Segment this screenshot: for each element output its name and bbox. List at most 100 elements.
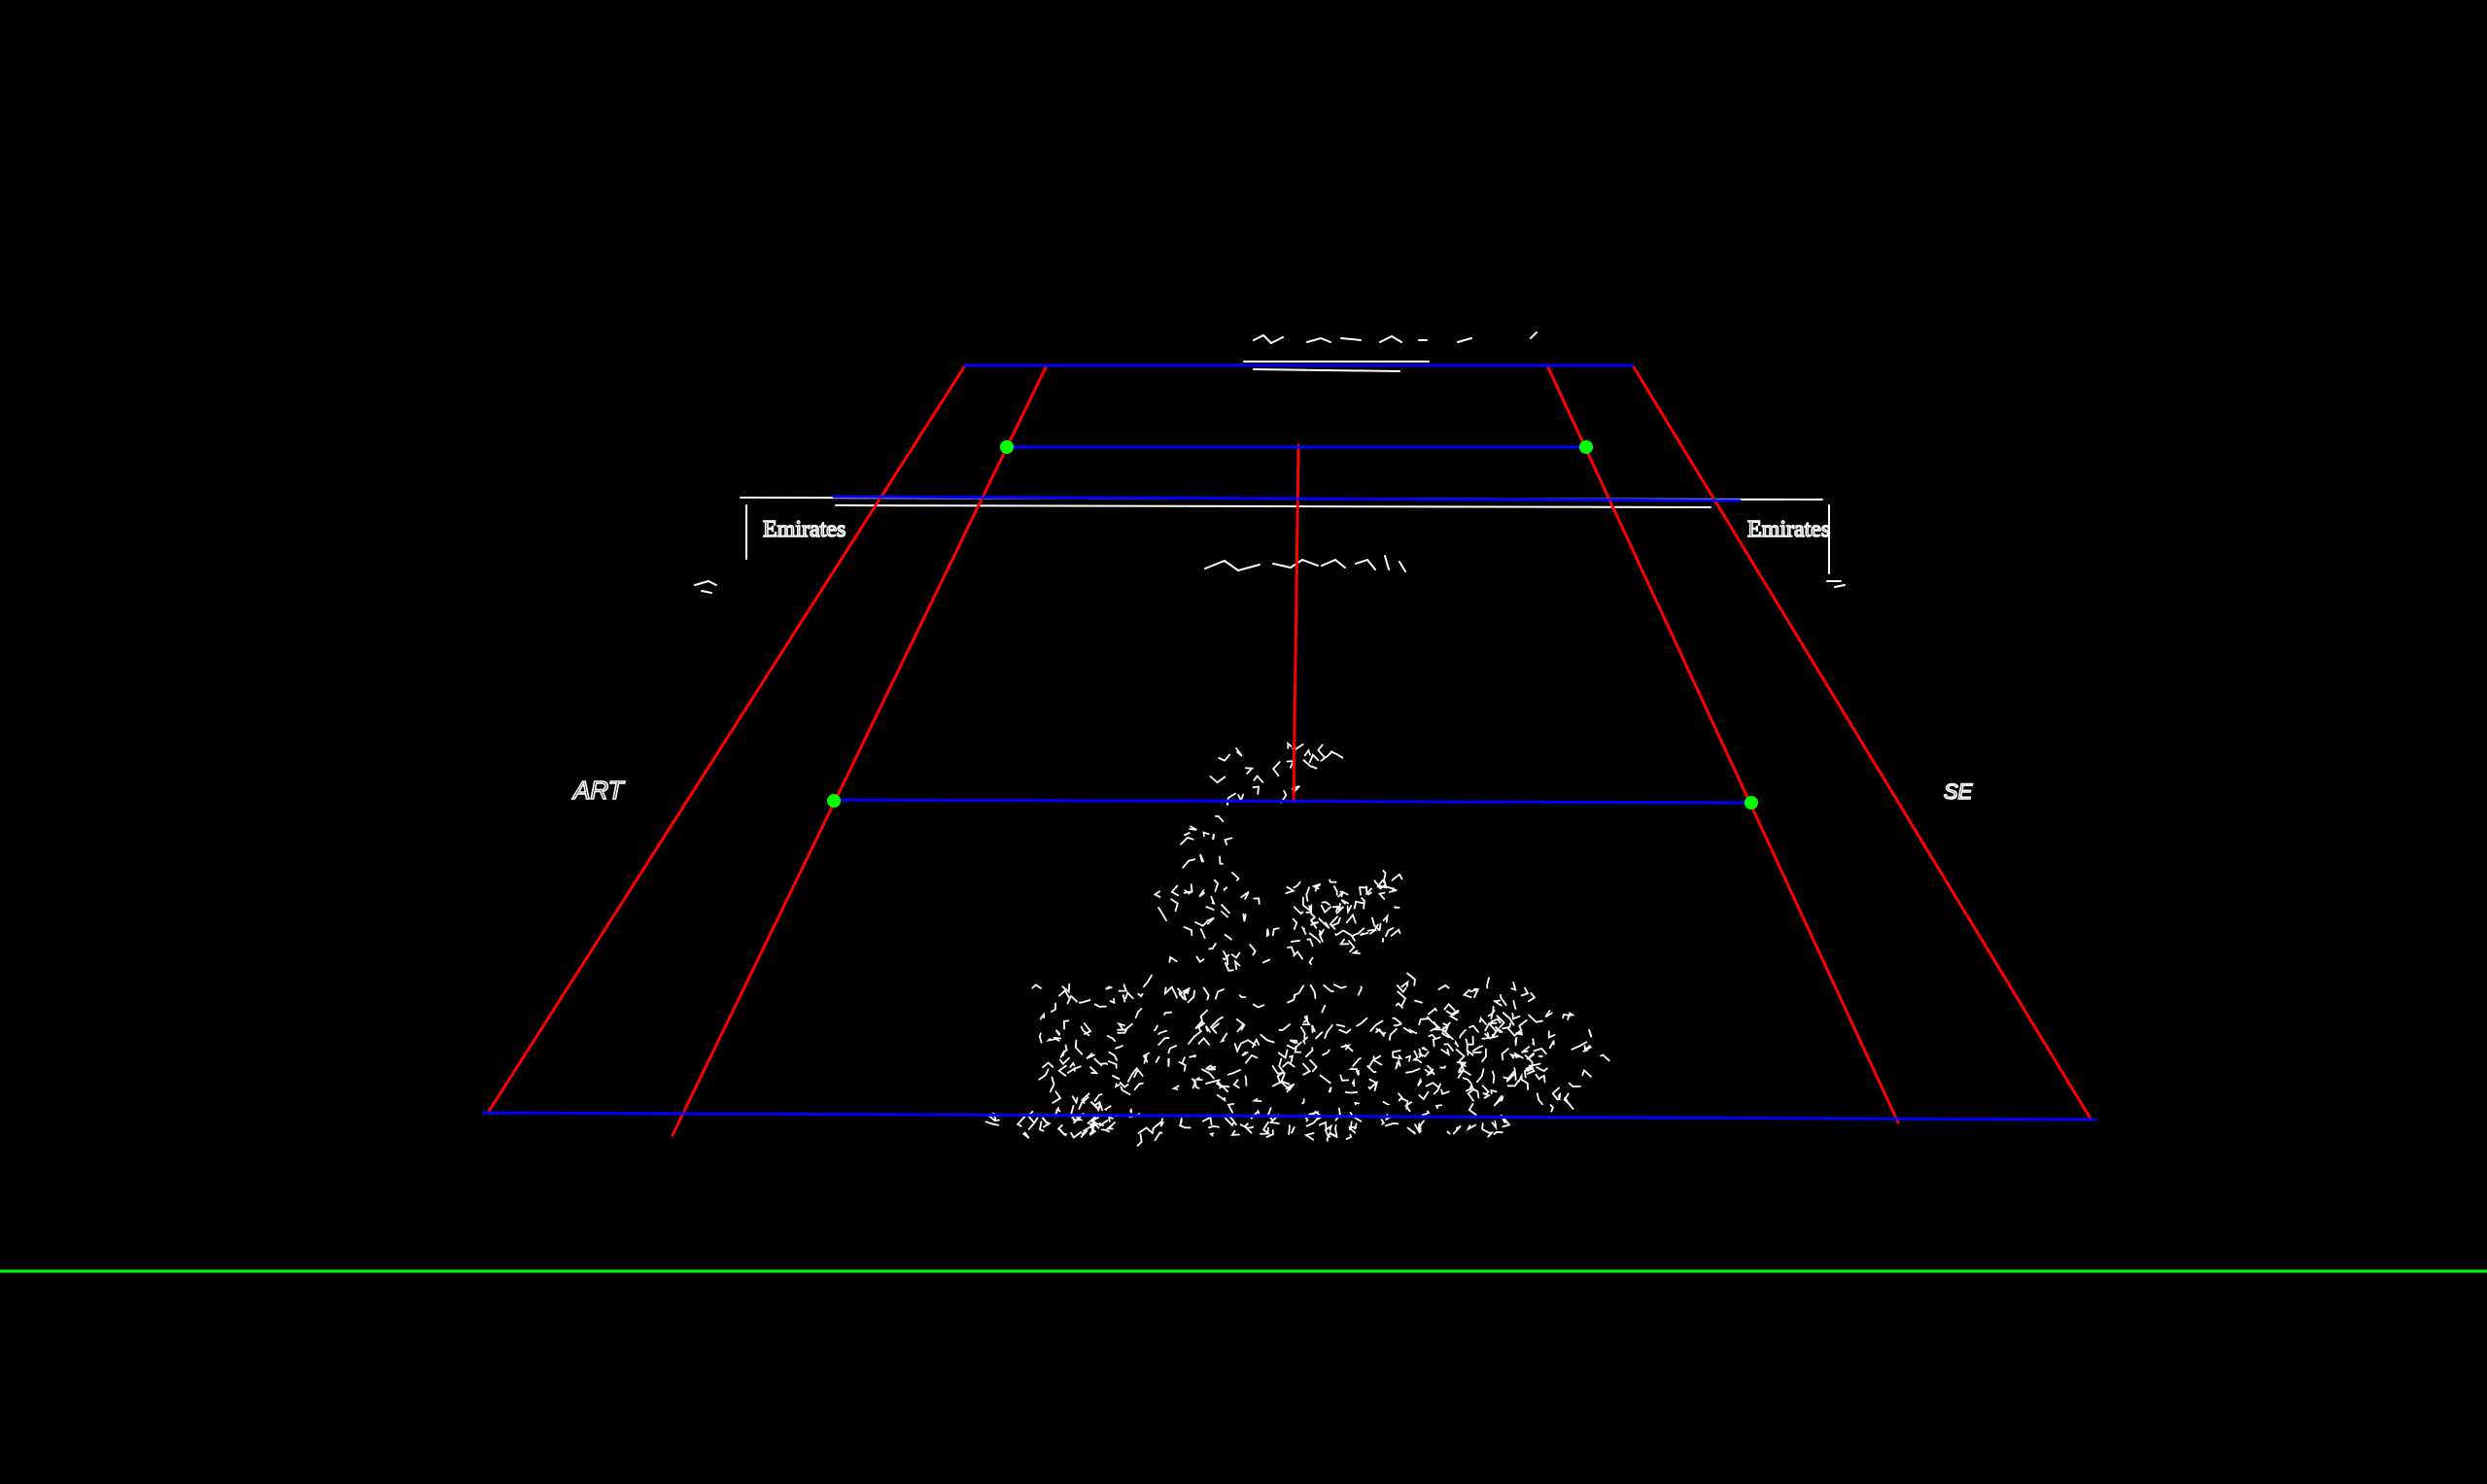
noise-speckle — [1420, 1051, 1430, 1057]
noise-speckle — [1440, 1088, 1450, 1095]
noise-speckle — [1219, 855, 1224, 865]
noise-speckle — [1344, 1090, 1359, 1094]
noise-speckle — [1057, 1064, 1067, 1077]
noise-speckle — [1369, 1019, 1384, 1032]
noise-speckle — [1201, 1068, 1215, 1080]
noise-speckle — [1304, 1047, 1314, 1058]
noise-speckle — [1239, 1123, 1255, 1129]
noise-speckle — [1375, 1027, 1385, 1037]
noise-speckle — [1533, 1047, 1547, 1055]
noise-speckle — [1143, 1054, 1148, 1064]
noise-speckle — [1467, 1087, 1475, 1102]
noise-speckle — [1513, 1067, 1517, 1081]
noise-speckle — [1249, 944, 1257, 956]
right-small-edge — [1826, 580, 1846, 588]
noise-speckle — [1515, 1031, 1524, 1036]
noise-speckle — [1199, 928, 1206, 939]
noise-speckle — [1406, 972, 1416, 986]
noise-speckle — [1134, 1008, 1143, 1018]
noise-speckle — [1178, 991, 1186, 1000]
noise-speckle — [1115, 1045, 1123, 1050]
noise-speckle — [1426, 1064, 1435, 1076]
noise-speckle — [1155, 1055, 1160, 1063]
left-singles-sideline — [671, 363, 1049, 1137]
noise-speckle — [1581, 1068, 1592, 1078]
noise-speckle — [1381, 937, 1385, 943]
noise-speckle — [1305, 886, 1310, 902]
noise-speckle — [1532, 1038, 1536, 1047]
noise-speckle — [1311, 882, 1322, 890]
noise-speckle — [1392, 1050, 1401, 1058]
noise-speckle — [1278, 1049, 1289, 1059]
noise-speckle — [1253, 897, 1261, 905]
noise-speckle — [1320, 904, 1332, 915]
noise-speckle — [1394, 906, 1400, 910]
noise-speckle — [1170, 884, 1179, 897]
noise-speckle — [1117, 1021, 1125, 1030]
noise-speckle — [1122, 993, 1126, 1003]
noise-speckle — [1433, 1083, 1441, 1095]
noise-speckle — [1456, 1061, 1468, 1072]
left-side-text: ART — [571, 776, 626, 805]
noise-speckle — [984, 1121, 1000, 1126]
noise-speckle — [1106, 1035, 1116, 1043]
noise-speckle — [1133, 1068, 1144, 1078]
noise-speckle — [1493, 1130, 1503, 1135]
noise-speckle — [1093, 1003, 1107, 1008]
noise-speckle — [1159, 1118, 1164, 1127]
noise-speckle — [1345, 1133, 1353, 1140]
noise-speckle — [1271, 1080, 1283, 1087]
noise-speckle — [1192, 1079, 1200, 1089]
noise-speckle — [1193, 1077, 1203, 1081]
noise-speckle — [1484, 1021, 1498, 1032]
noise-speckle — [1204, 1025, 1211, 1033]
noise-speckle — [1487, 1131, 1495, 1138]
noise-speckle — [1245, 767, 1255, 775]
noise-speckle — [1039, 1012, 1046, 1020]
noise-speckle — [1214, 814, 1225, 823]
noise-speckle — [1219, 1032, 1228, 1043]
noise-speckle — [1089, 1100, 1099, 1111]
noise-speckle — [1465, 1038, 1468, 1053]
noise-speckle — [1238, 994, 1247, 998]
noise-speckle — [1367, 1054, 1382, 1069]
noise-speckle — [1070, 1131, 1083, 1139]
top-banner-edge-2 — [1253, 368, 1400, 372]
noise-speckle — [1209, 776, 1226, 784]
noise-speckle — [1458, 1068, 1466, 1076]
noise-speckle — [1226, 1069, 1241, 1076]
noise-speckle — [1520, 986, 1530, 997]
noise-speckle — [1216, 1093, 1226, 1103]
noise-speckle — [1414, 1122, 1421, 1135]
noise-speckle — [1392, 1017, 1401, 1024]
noise-speckle — [1154, 1024, 1158, 1032]
banner-right-brand: Emirates — [1747, 517, 1830, 542]
noise-speckle — [1309, 984, 1317, 999]
noise-speckle — [1333, 885, 1338, 896]
noise-speckle — [1251, 1098, 1262, 1102]
noise-speckle — [1328, 1087, 1332, 1093]
noise-speckle — [1558, 1092, 1562, 1101]
noise-speckle — [1059, 1056, 1070, 1066]
noise-speckle — [1309, 915, 1318, 929]
noise-speckle — [1195, 955, 1205, 963]
noise-speckle — [1224, 962, 1234, 972]
noise-speckle — [1400, 980, 1409, 988]
noise-speckle — [1226, 1103, 1235, 1114]
noise-speckle — [1473, 1088, 1480, 1099]
noise-speckle — [1303, 1132, 1315, 1141]
noise-speckle — [1216, 1082, 1228, 1092]
noise-speckle — [1105, 1122, 1116, 1130]
noise-speckle — [1089, 1066, 1099, 1075]
noise-speckle — [1568, 1082, 1581, 1087]
noise-speckle — [1243, 1122, 1253, 1134]
noise-speckle — [1224, 934, 1232, 941]
noise-speckle — [1344, 1044, 1354, 1053]
noise-speckle — [1218, 753, 1230, 762]
noise-speckle — [1380, 1119, 1386, 1125]
noise-speckle — [1129, 1107, 1133, 1114]
noise-speckle — [1153, 890, 1161, 898]
noise-speckle — [1103, 1105, 1112, 1111]
noise-speckle — [1472, 1045, 1484, 1053]
center-service-line — [1292, 443, 1300, 802]
